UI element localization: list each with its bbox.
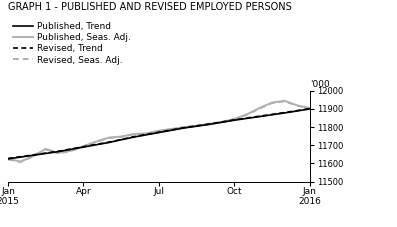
Text: GRAPH 1 - PUBLISHED AND REVISED EMPLOYED PERSONS: GRAPH 1 - PUBLISHED AND REVISED EMPLOYED… (8, 2, 292, 12)
Text: '000: '000 (310, 80, 330, 89)
Legend: Published, Trend, Published, Seas. Adj., Revised, Trend, Revised, Seas. Adj.: Published, Trend, Published, Seas. Adj.,… (10, 18, 135, 68)
